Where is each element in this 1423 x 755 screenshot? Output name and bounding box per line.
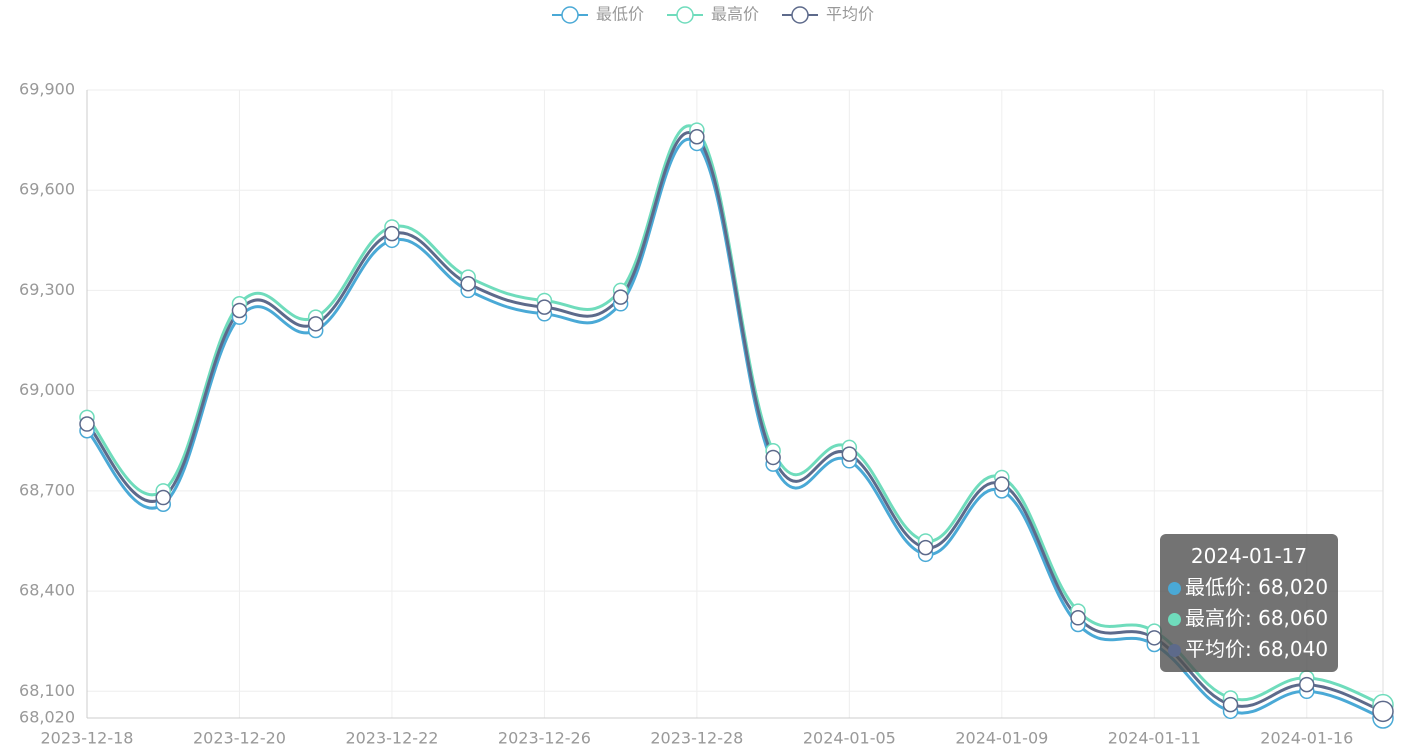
point <box>384 225 400 242</box>
point <box>612 289 629 305</box>
x-tick-label: 2023-12-28 <box>650 729 743 748</box>
legend-marker <box>791 6 809 24</box>
point <box>841 446 858 462</box>
x-tick-label: 2023-12-26 <box>498 729 591 748</box>
tooltip: 2024-01-17 最低价: 68,020 最高价: 68,060 平均价: 68… <box>1160 534 1338 672</box>
point <box>155 489 171 506</box>
point <box>536 299 553 315</box>
tooltip-row: 最低价: 68,020 <box>1160 572 1338 603</box>
x-tick-label: 2024-01-09 <box>955 729 1048 748</box>
y-tick-label: 68,020 <box>19 708 75 727</box>
tooltip-row: 最高价: 68,060 <box>1160 603 1338 634</box>
point <box>460 275 476 292</box>
point <box>307 316 324 332</box>
point <box>1070 610 1086 626</box>
tooltip-text: 最高价: 68,060 <box>1185 606 1329 630</box>
point <box>1372 700 1394 723</box>
tooltip-title: 2024-01-17 <box>1190 544 1308 568</box>
point <box>79 416 95 432</box>
legend-marker <box>676 6 694 24</box>
point <box>917 539 934 556</box>
tooltip-dot <box>1168 613 1181 626</box>
point <box>1299 676 1315 693</box>
legend-marker <box>561 6 579 24</box>
y-tick-label: 68,100 <box>19 681 75 700</box>
point <box>994 476 1010 492</box>
point <box>765 449 781 466</box>
x-tick-label: 2023-12-20 <box>193 729 286 748</box>
point <box>231 302 248 319</box>
tooltip-text: 最低价: 68,020 <box>1185 575 1329 599</box>
tooltip-text: 平均价: 68,040 <box>1185 637 1329 661</box>
y-tick-label: 69,300 <box>19 280 75 299</box>
y-tick-label: 68,700 <box>19 480 75 499</box>
tooltip-dot <box>1168 644 1181 657</box>
y-tick-label: 69,000 <box>19 380 75 399</box>
legend-label: 最高价 <box>711 5 759 24</box>
x-tick-label: 2023-12-18 <box>41 729 134 748</box>
legend-label: 最低价 <box>596 5 644 24</box>
legend-label: 平均价 <box>826 5 874 24</box>
point <box>1222 696 1239 713</box>
y-tick-label: 68,400 <box>19 581 75 600</box>
y-tick-label: 69,900 <box>19 80 75 99</box>
x-tick-label: 2023-12-22 <box>345 729 438 748</box>
x-tick-label: 2024-01-05 <box>803 729 896 748</box>
x-tick-label: 2024-01-11 <box>1108 729 1201 748</box>
y-tick-label: 69,600 <box>19 180 75 199</box>
tooltip-dot <box>1168 582 1181 595</box>
point <box>689 129 705 145</box>
tooltip-row: 平均价: 68,040 <box>1160 634 1338 665</box>
x-tick-label: 2024-01-16 <box>1260 729 1353 748</box>
series-line <box>85 131 1384 713</box>
